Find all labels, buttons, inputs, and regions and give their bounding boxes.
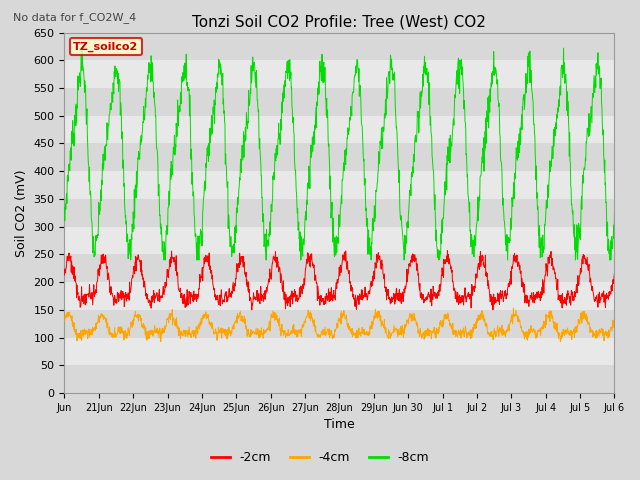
-8cm (611, 210, 618, 216)
-4cm (469, 328, 477, 334)
Line: -2cm: -2cm (65, 251, 614, 310)
-2cm (550, 266, 558, 272)
Title: Tonzi Soil CO2 Profile: Tree (West) CO2: Tonzi Soil CO2 Profile: Tree (West) CO2 (193, 15, 486, 30)
Line: -8cm: -8cm (65, 48, 614, 260)
Legend: -2cm, -4cm, -8cm: -2cm, -4cm, -8cm (206, 446, 434, 469)
-4cm (611, 317, 618, 323)
Bar (65, 227, 614, 254)
Bar (65, 310, 614, 337)
-8cm (315, 91, 323, 97)
Bar (65, 199, 614, 227)
-4cm (61, 318, 68, 324)
-8cm (325, 155, 333, 160)
-8cm (604, 248, 612, 253)
-4cm (604, 335, 612, 341)
-4cm (509, 305, 517, 311)
-2cm (444, 248, 451, 253)
Bar (65, 254, 614, 282)
-2cm (315, 296, 323, 301)
Bar (65, 365, 614, 393)
-2cm (147, 301, 154, 307)
-8cm (550, 144, 557, 149)
-2cm (325, 299, 333, 305)
Bar (65, 33, 614, 60)
Bar (65, 116, 614, 144)
Bar (65, 171, 614, 199)
Bar (65, 60, 614, 88)
-8cm (127, 257, 134, 263)
Bar (65, 88, 614, 116)
-8cm (469, 249, 477, 254)
Bar (65, 337, 614, 365)
Line: -4cm: -4cm (65, 308, 614, 342)
Y-axis label: Soil CO2 (mV): Soil CO2 (mV) (15, 169, 28, 257)
X-axis label: Time: Time (324, 419, 355, 432)
-2cm (248, 307, 255, 313)
-4cm (315, 334, 323, 340)
Text: No data for f_CO2W_4: No data for f_CO2W_4 (13, 12, 136, 23)
Bar (65, 282, 614, 310)
Legend: TZ_soilco2: TZ_soilco2 (70, 38, 142, 55)
-4cm (147, 332, 154, 337)
-2cm (61, 272, 68, 278)
-8cm (560, 45, 568, 51)
-8cm (147, 79, 155, 85)
-8cm (61, 204, 68, 210)
-2cm (604, 293, 612, 299)
Bar (65, 144, 614, 171)
-4cm (157, 339, 164, 345)
-4cm (325, 326, 333, 332)
-2cm (611, 270, 618, 276)
-2cm (470, 285, 477, 291)
-4cm (550, 325, 558, 331)
